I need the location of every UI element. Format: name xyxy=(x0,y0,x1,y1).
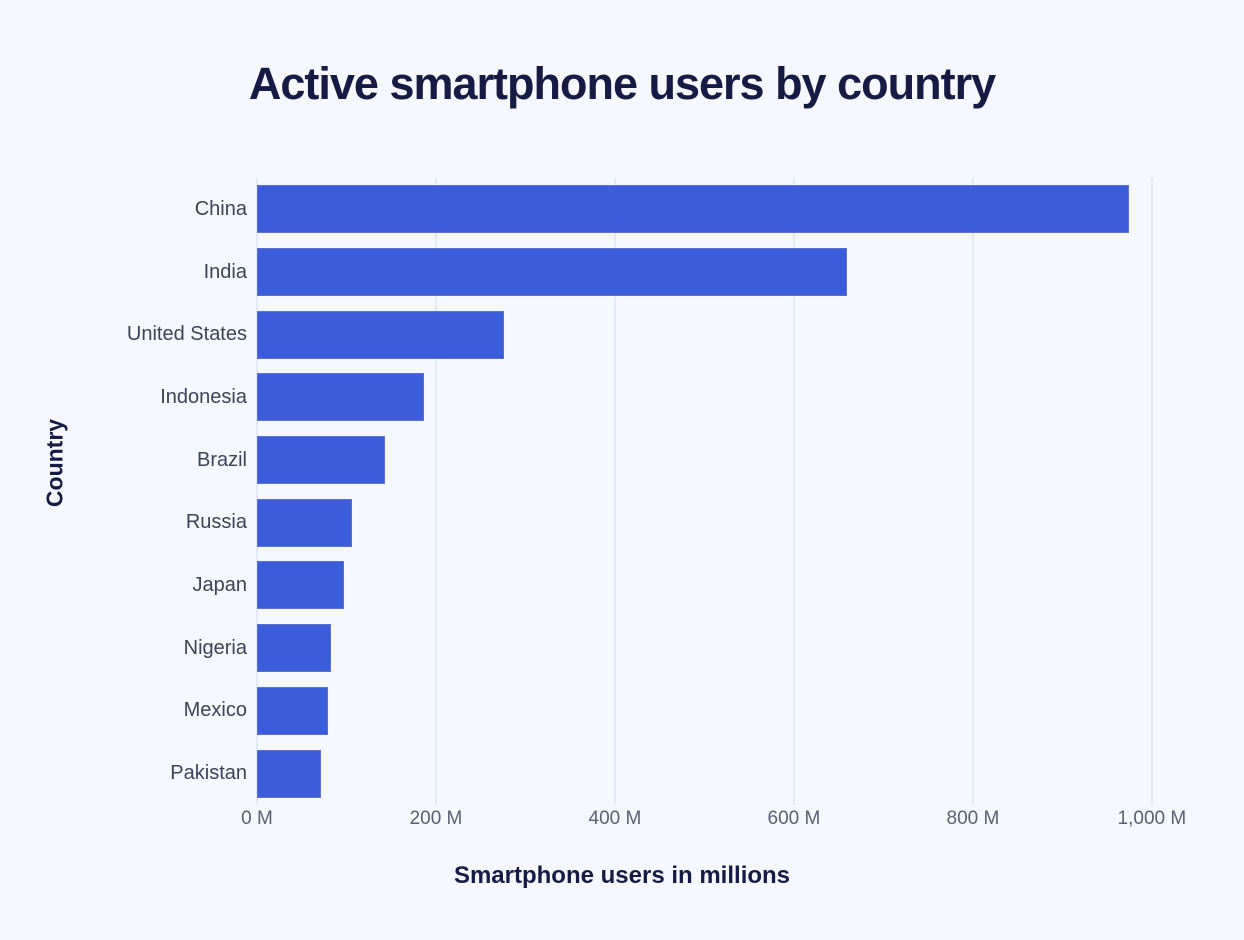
bar-row xyxy=(257,491,1185,554)
bar-china xyxy=(257,185,1129,234)
y-axis-title: Country xyxy=(41,418,68,508)
gridline xyxy=(434,178,437,805)
gridline xyxy=(971,178,974,805)
bar-row xyxy=(257,178,1185,241)
category-label: Russia xyxy=(185,511,247,534)
bar-pakistan xyxy=(257,749,322,798)
bar-row xyxy=(257,303,1185,366)
category-label: Indonesia xyxy=(160,385,247,408)
category-axis: China India United States Indonesia Brazil Ru… xyxy=(0,178,257,805)
bar-united-states xyxy=(257,310,504,359)
category-label: India xyxy=(203,260,247,283)
plot-area xyxy=(256,178,1185,805)
bar-row xyxy=(257,554,1185,617)
bar-row xyxy=(257,366,1185,429)
value-axis: 0 M 200 M 400 M 600 M 800 M 1,000 M xyxy=(241,808,1187,838)
category-label: China xyxy=(194,197,247,220)
x-axis-title: Smartphone users in millions xyxy=(453,862,791,889)
category-label: Mexico xyxy=(183,699,247,722)
bar-row xyxy=(257,680,1185,743)
x-tick-label: 800 M xyxy=(946,808,1000,829)
gridline xyxy=(613,178,616,805)
bar-india xyxy=(257,248,847,297)
x-tick-label: 200 M xyxy=(409,808,463,829)
bar-row xyxy=(257,617,1185,680)
bar-brazil xyxy=(257,436,385,485)
bar-row xyxy=(257,742,1185,805)
x-tick-label: 600 M xyxy=(767,808,821,829)
x-tick-label: 400 M xyxy=(588,808,642,829)
bar-nigeria xyxy=(257,624,332,673)
bar-row xyxy=(257,429,1185,492)
category-label: Brazil xyxy=(196,448,247,471)
gridline xyxy=(256,178,258,805)
gridline xyxy=(792,178,795,805)
bar-indonesia xyxy=(257,373,425,422)
bar-mexico xyxy=(257,686,328,735)
bar-russia xyxy=(257,498,352,547)
x-tick-label: 1,000 M xyxy=(1117,808,1187,829)
chart-title: Active smartphone users by country xyxy=(248,58,996,109)
category-label: Pakistan xyxy=(170,762,247,785)
category-label: United States xyxy=(126,323,247,346)
bar-row xyxy=(257,241,1185,304)
category-label: Japan xyxy=(192,573,248,596)
bar-japan xyxy=(257,561,344,610)
category-label: Nigeria xyxy=(183,636,247,659)
x-tick-label: 0 M xyxy=(241,808,273,829)
gridline xyxy=(1150,178,1153,805)
